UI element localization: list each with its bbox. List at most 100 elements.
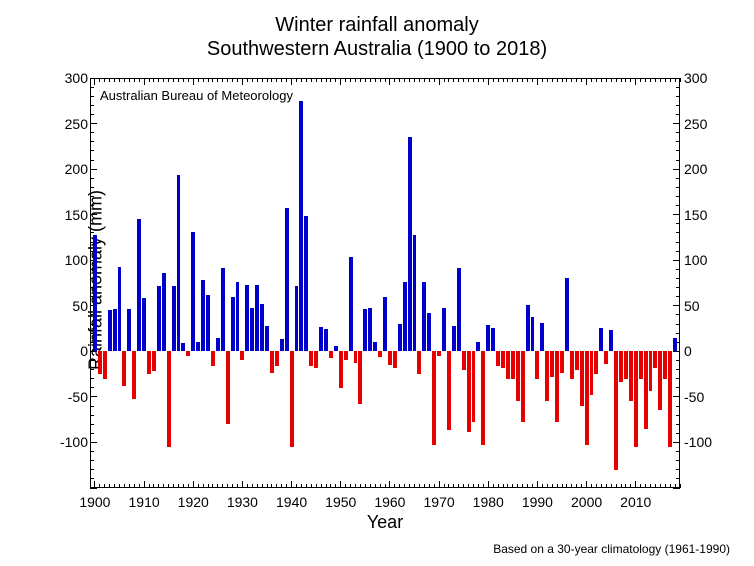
x-minor-tick — [316, 484, 317, 488]
y-minor-tick — [90, 205, 94, 206]
x-minor-tick — [114, 78, 115, 82]
x-minor-tick — [326, 78, 327, 82]
y-tick-label-left: 0 — [80, 343, 88, 359]
x-minor-tick — [616, 78, 617, 82]
x-tick — [291, 78, 292, 85]
bar-1912 — [152, 351, 156, 371]
x-minor-tick — [149, 484, 150, 488]
x-minor-tick — [183, 78, 184, 82]
bar-2016 — [663, 351, 667, 378]
bar-1902 — [103, 351, 107, 378]
x-minor-tick — [90, 484, 91, 488]
x-minor-tick — [360, 78, 361, 82]
x-minor-tick — [217, 78, 218, 82]
x-minor-tick — [650, 484, 651, 488]
x-minor-tick — [527, 484, 528, 488]
bar-1934 — [260, 304, 264, 351]
y-minor-tick — [676, 223, 680, 224]
chart-title-line1: Winter rainfall anomaly — [0, 14, 754, 37]
y-minor-tick — [90, 387, 94, 388]
x-minor-tick — [262, 78, 263, 82]
bar-1987 — [521, 351, 525, 422]
y-minor-tick — [676, 387, 680, 388]
bar-1963 — [403, 282, 407, 351]
x-minor-tick — [158, 484, 159, 488]
bar-1905 — [118, 267, 122, 352]
y-minor-tick — [676, 378, 680, 379]
bar-1921 — [196, 342, 200, 351]
bar-1988 — [526, 305, 530, 351]
y-tick — [673, 396, 680, 397]
x-minor-tick — [665, 484, 666, 488]
bar-1910 — [142, 298, 146, 351]
x-minor-tick — [286, 78, 287, 82]
x-tick-label: 1910 — [129, 494, 160, 510]
x-minor-tick — [262, 484, 263, 488]
y-minor-tick — [90, 187, 94, 188]
y-minor-tick — [90, 87, 94, 88]
bar-2013 — [649, 351, 653, 391]
x-minor-tick — [517, 78, 518, 82]
x-minor-tick — [458, 78, 459, 82]
bar-1973 — [452, 326, 456, 352]
bar-2005 — [609, 330, 613, 351]
x-minor-tick — [257, 484, 258, 488]
x-minor-tick — [552, 484, 553, 488]
bar-1940 — [290, 351, 294, 447]
x-minor-tick — [522, 78, 523, 82]
x-minor-tick — [257, 78, 258, 82]
bar-2017 — [668, 351, 672, 447]
x-minor-tick — [625, 78, 626, 82]
y-minor-tick — [676, 141, 680, 142]
chart-title-line2: Southwestern Australia (1900 to 2018) — [0, 38, 754, 61]
x-minor-tick — [109, 484, 110, 488]
x-minor-tick — [596, 484, 597, 488]
x-minor-tick — [183, 484, 184, 488]
x-tick — [635, 78, 636, 85]
x-minor-tick — [203, 484, 204, 488]
x-minor-tick — [655, 484, 656, 488]
bar-1908 — [132, 351, 136, 398]
bar-1930 — [240, 351, 244, 360]
x-minor-tick — [311, 78, 312, 82]
x-tick — [340, 481, 341, 488]
x-minor-tick — [271, 484, 272, 488]
x-tick-label: 1970 — [424, 494, 455, 510]
bar-1969 — [432, 351, 436, 445]
x-minor-tick — [512, 78, 513, 82]
y-minor-tick — [676, 360, 680, 361]
x-minor-tick — [507, 484, 508, 488]
x-minor-tick — [173, 484, 174, 488]
x-minor-tick — [640, 78, 641, 82]
x-minor-tick — [360, 484, 361, 488]
bar-1968 — [427, 313, 431, 351]
x-minor-tick — [517, 484, 518, 488]
bar-1990 — [535, 351, 539, 378]
x-minor-tick — [350, 484, 351, 488]
x-minor-tick — [675, 78, 676, 82]
x-minor-tick — [129, 484, 130, 488]
x-minor-tick — [547, 484, 548, 488]
y-tick-label-right: 250 — [684, 116, 707, 132]
x-minor-tick — [434, 484, 435, 488]
x-minor-tick — [621, 78, 622, 82]
y-minor-tick — [90, 196, 94, 197]
bar-1983 — [501, 351, 505, 367]
x-minor-tick — [188, 78, 189, 82]
x-tick — [586, 481, 587, 488]
bar-1971 — [442, 308, 446, 352]
bar-1938 — [280, 339, 284, 352]
x-minor-tick — [576, 484, 577, 488]
x-minor-tick — [375, 484, 376, 488]
x-minor-tick — [267, 484, 268, 488]
x-minor-tick — [409, 78, 410, 82]
x-minor-tick — [571, 78, 572, 82]
x-tick — [488, 78, 489, 85]
x-minor-tick — [385, 484, 386, 488]
x-minor-tick — [419, 78, 420, 82]
x-minor-tick — [404, 484, 405, 488]
bar-1966 — [417, 351, 421, 374]
x-minor-tick — [163, 78, 164, 82]
bar-1977 — [472, 351, 476, 422]
x-minor-tick — [640, 484, 641, 488]
